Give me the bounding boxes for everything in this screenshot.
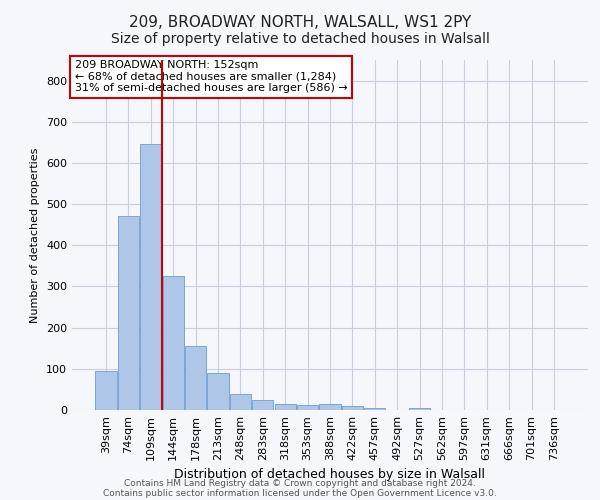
Bar — [95, 371, 117, 410]
Bar — [297, 404, 318, 410]
Bar — [208, 373, 229, 410]
Text: Contains HM Land Registry data © Crown copyright and database right 2024.: Contains HM Land Registry data © Crown c… — [124, 478, 476, 488]
Text: Size of property relative to detached houses in Walsall: Size of property relative to detached ho… — [110, 32, 490, 46]
Bar — [185, 346, 206, 410]
X-axis label: Distribution of detached houses by size in Walsall: Distribution of detached houses by size … — [175, 468, 485, 481]
Bar — [118, 216, 139, 410]
Bar — [230, 394, 251, 410]
Text: 209, BROADWAY NORTH, WALSALL, WS1 2PY: 209, BROADWAY NORTH, WALSALL, WS1 2PY — [129, 15, 471, 30]
Bar — [364, 408, 385, 410]
Text: 209 BROADWAY NORTH: 152sqm
← 68% of detached houses are smaller (1,284)
31% of s: 209 BROADWAY NORTH: 152sqm ← 68% of deta… — [74, 60, 347, 93]
Bar — [140, 144, 161, 410]
Y-axis label: Number of detached properties: Number of detached properties — [31, 148, 40, 322]
Bar — [409, 408, 430, 410]
Bar — [163, 276, 184, 410]
Bar — [342, 406, 363, 410]
Bar — [319, 404, 341, 410]
Bar — [252, 400, 274, 410]
Bar — [275, 404, 296, 410]
Text: Contains public sector information licensed under the Open Government Licence v3: Contains public sector information licen… — [103, 488, 497, 498]
